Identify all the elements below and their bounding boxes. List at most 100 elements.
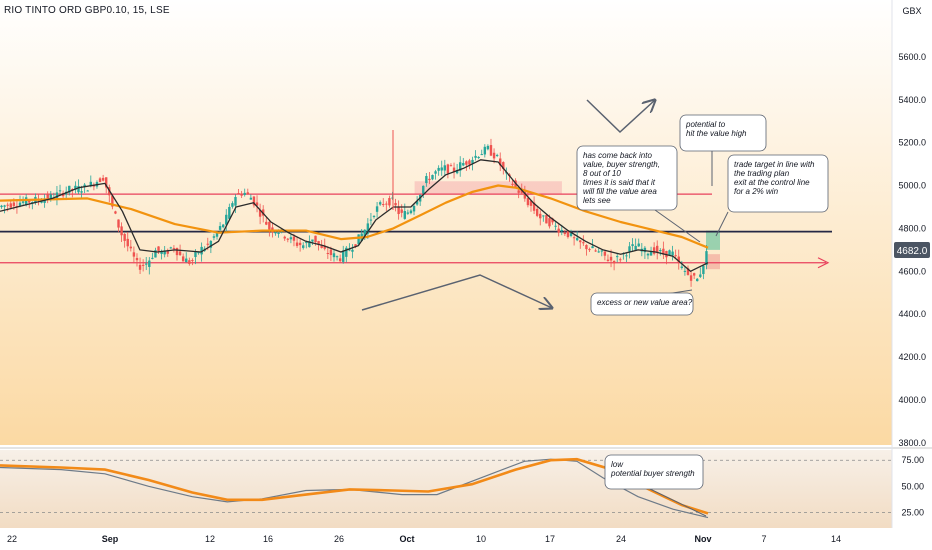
candle-body bbox=[308, 241, 311, 248]
candle-body bbox=[662, 248, 665, 255]
stop-zone[interactable] bbox=[706, 254, 720, 270]
candle-body bbox=[258, 210, 262, 217]
candle-body bbox=[120, 226, 123, 236]
candle-body bbox=[283, 236, 286, 239]
candle-body bbox=[499, 158, 502, 166]
candle-body bbox=[554, 225, 557, 227]
candle-body bbox=[0, 205, 3, 208]
annotation-callout[interactable] bbox=[590, 292, 694, 316]
candle-body bbox=[440, 167, 443, 171]
candle-body bbox=[600, 250, 603, 252]
candle-body bbox=[31, 201, 34, 203]
candle-body bbox=[409, 210, 413, 214]
callout-pointer bbox=[715, 211, 729, 237]
candle-body bbox=[157, 246, 160, 252]
candle-body bbox=[311, 239, 314, 242]
candle-body bbox=[446, 164, 450, 174]
candle-body bbox=[542, 215, 545, 217]
candle-body bbox=[197, 252, 200, 254]
annotation-text: lets see bbox=[583, 196, 611, 205]
candle-body bbox=[265, 221, 268, 225]
candle-body bbox=[465, 161, 468, 165]
candle-body bbox=[77, 186, 80, 193]
candle-body bbox=[363, 229, 366, 237]
candle-body bbox=[625, 255, 628, 257]
annotation-text: times it is said that it bbox=[583, 178, 656, 187]
candle-body bbox=[86, 190, 89, 192]
projection-arrow-up[interactable] bbox=[586, 100, 655, 134]
price-tick-label: 4400.0 bbox=[898, 309, 926, 319]
candle-body bbox=[369, 219, 373, 221]
candle-body bbox=[480, 154, 483, 156]
price-tick-label: 4000.0 bbox=[898, 395, 926, 405]
candle-body bbox=[148, 260, 151, 267]
candle-body bbox=[145, 263, 148, 265]
time-tick-label: 17 bbox=[545, 534, 555, 544]
candle-body bbox=[609, 256, 613, 261]
annotation-text: potential buyer strength bbox=[610, 469, 695, 478]
candle-body bbox=[646, 253, 650, 256]
candle-body bbox=[683, 270, 687, 272]
candle-body bbox=[218, 226, 222, 230]
candle-body bbox=[320, 245, 323, 248]
candle-body bbox=[692, 273, 696, 276]
annotation-callout[interactable] bbox=[604, 454, 704, 490]
annotation-text: the trading plan bbox=[734, 169, 790, 178]
candle-body bbox=[477, 156, 480, 158]
candle-body bbox=[117, 219, 120, 228]
candle-body bbox=[443, 165, 447, 171]
time-tick-label: 14 bbox=[831, 534, 841, 544]
candle-body bbox=[314, 235, 317, 243]
candle-body bbox=[215, 232, 219, 237]
candle-body bbox=[557, 228, 560, 233]
oscillator-tick-label: 25.00 bbox=[901, 507, 924, 517]
annotation-callout[interactable] bbox=[576, 145, 678, 211]
slow-moving-average[interactable] bbox=[0, 184, 709, 249]
candle-body bbox=[391, 197, 394, 199]
candle-body bbox=[489, 145, 493, 156]
candle-body bbox=[425, 176, 428, 184]
candle-body bbox=[166, 251, 169, 254]
candle-body bbox=[172, 248, 176, 250]
annotation-callout[interactable] bbox=[679, 114, 767, 152]
candle-body bbox=[400, 209, 403, 213]
fast-moving-average[interactable] bbox=[0, 159, 709, 272]
candle-body bbox=[643, 247, 647, 253]
candle-body bbox=[591, 246, 594, 249]
time-tick-label: 7 bbox=[761, 534, 766, 544]
candle-body bbox=[101, 177, 105, 181]
projection-arrow-down[interactable] bbox=[361, 274, 552, 311]
annotation-text: 8 out of 10 bbox=[583, 169, 621, 178]
candle-body bbox=[18, 202, 22, 206]
price-axis-background bbox=[892, 0, 932, 550]
candle-body bbox=[151, 257, 154, 259]
candle-body bbox=[206, 243, 209, 245]
candle-body bbox=[274, 232, 277, 234]
candle-body bbox=[175, 247, 179, 256]
candle-body bbox=[191, 260, 194, 262]
annotation-text: low bbox=[611, 460, 624, 469]
candle-body bbox=[551, 218, 554, 223]
candle-body bbox=[569, 233, 573, 236]
candle-body bbox=[563, 232, 567, 235]
current-price-badge bbox=[894, 242, 930, 258]
candle-body bbox=[3, 205, 6, 207]
candle-body bbox=[517, 190, 520, 193]
annotation-callout[interactable] bbox=[727, 154, 829, 213]
candle-body bbox=[486, 145, 490, 150]
candle-body bbox=[462, 163, 465, 166]
candle-body bbox=[656, 245, 659, 253]
candle-body bbox=[43, 199, 46, 203]
candle-body bbox=[588, 249, 591, 251]
candle-body bbox=[12, 202, 16, 207]
candle-body bbox=[495, 154, 499, 156]
price-tick-label: 4200.0 bbox=[898, 352, 926, 362]
candle-body bbox=[412, 205, 416, 212]
oscillator-line[interactable] bbox=[0, 458, 709, 519]
candle-body bbox=[535, 208, 539, 216]
candle-body bbox=[185, 258, 188, 263]
candle-body bbox=[483, 146, 487, 155]
candle-body bbox=[366, 223, 370, 234]
candle-body bbox=[305, 242, 308, 244]
